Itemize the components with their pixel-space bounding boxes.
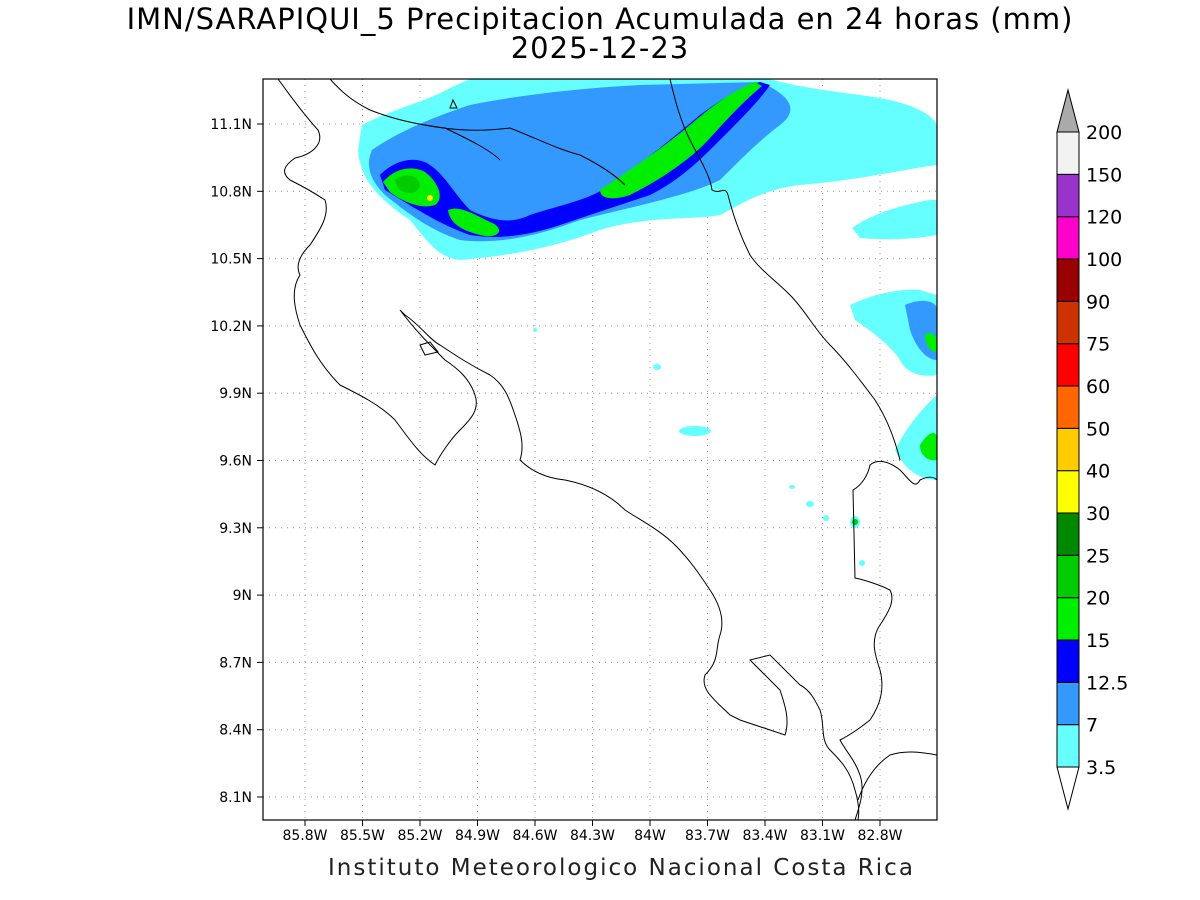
colorbar-under-arrow xyxy=(1056,766,1080,811)
precip-zone-north-medium xyxy=(368,82,791,242)
lat-tick-label: 10.5N xyxy=(210,252,252,268)
lon-tick-label: 83.1W xyxy=(800,828,845,844)
colorbar-level-label: 200 xyxy=(1086,122,1122,144)
lat-tick-label: 11.1N xyxy=(210,117,252,133)
colorbar-box xyxy=(1056,554,1080,599)
lat-tick-label: 9N xyxy=(233,588,252,604)
lat-tick-label: 9.3N xyxy=(219,521,252,537)
colorbar-box xyxy=(1056,427,1080,472)
precip-zone-se-green xyxy=(920,432,937,461)
colorbar-level-label: 120 xyxy=(1086,207,1122,229)
lon-tick-label: 83.4W xyxy=(742,828,787,844)
colorbar-level-label: 20 xyxy=(1086,588,1110,610)
colorbar-box xyxy=(1056,173,1080,218)
colorbar-box xyxy=(1056,216,1080,260)
lon-tick-label: 83.7W xyxy=(685,828,730,844)
map-date: 2025-12-23 xyxy=(510,31,690,65)
precip-zone-north-green-2 xyxy=(448,208,500,237)
lat-tick-label: 10.8N xyxy=(210,184,252,200)
precip-zone-north-light-2 xyxy=(845,103,910,134)
colorbar xyxy=(1056,88,1080,811)
precip-zone-north-green-4 xyxy=(395,175,420,193)
precip-zone-east-light xyxy=(852,200,937,240)
colorbar-level-label: 60 xyxy=(1086,376,1110,398)
precip-zone-se-light xyxy=(895,395,937,480)
colorbar-level-label: 30 xyxy=(1086,503,1110,525)
institution-footer: Instituto Meteorologico Nacional Costa R… xyxy=(328,855,915,881)
colorbar-box xyxy=(1056,724,1080,768)
lon-tick-label: 84W xyxy=(634,828,666,844)
colorbar-level-label: 40 xyxy=(1086,461,1110,483)
colorbar-level-label: 100 xyxy=(1086,249,1122,271)
colorbar-level-label: 3.5 xyxy=(1086,757,1116,779)
colorbar-level-label: 15 xyxy=(1086,630,1110,652)
lon-tick-label: 85.5W xyxy=(340,828,385,844)
latitude-labels: 11.1N 10.8N 10.5N 10.2N 9.9N 9.6N 9.3N 9N 8.7N 8.… xyxy=(210,117,263,806)
precip-spot-7 xyxy=(789,485,795,489)
precip-max-yellow xyxy=(427,195,433,201)
precip-zone-east-green xyxy=(925,333,937,352)
coastlines xyxy=(277,79,937,820)
lon-tick-label: 84.6W xyxy=(512,828,557,844)
precip-spot-2-core xyxy=(852,519,858,525)
colorbar-box xyxy=(1056,300,1080,345)
lon-tick-label: 85.8W xyxy=(282,828,327,844)
colorbar-level-label: 50 xyxy=(1086,418,1110,440)
lat-tick-label: 9.6N xyxy=(219,454,252,470)
colorbar-box xyxy=(1056,343,1080,387)
precip-zone-north-green-3 xyxy=(600,82,762,199)
map-frame xyxy=(262,78,938,821)
lat-tick-label: 8.7N xyxy=(219,655,252,671)
precip-spot-3 xyxy=(806,501,814,507)
colorbar-box xyxy=(1056,131,1080,175)
colorbar-labels: 3.5 7 12.5 15 20 25 30 40 50 60 75 90 100 120 150 200 xyxy=(1086,122,1128,779)
precip-spot-central xyxy=(679,426,711,436)
colorbar-box xyxy=(1056,597,1080,641)
longitude-labels: 85.8W 85.5W 85.2W 84.9W 84.6W 84.3W 84W 83.7W 83… xyxy=(282,820,903,844)
colorbar-box xyxy=(1056,681,1080,726)
lat-tick-label: 8.4N xyxy=(219,723,252,739)
lon-tick-label: 82.8W xyxy=(857,828,902,844)
precip-spot-1 xyxy=(653,364,661,370)
colorbar-box xyxy=(1056,470,1080,514)
colorbar-level-label: 12.5 xyxy=(1086,672,1128,694)
colorbar-level-label: 75 xyxy=(1086,334,1110,356)
colorbar-level-label: 90 xyxy=(1086,291,1110,313)
lon-tick-label: 84.3W xyxy=(570,828,615,844)
colorbar-box xyxy=(1056,639,1080,683)
colorbar-level-label: 7 xyxy=(1086,715,1098,737)
precip-spot-5 xyxy=(859,560,865,566)
precip-spot-6 xyxy=(533,328,537,332)
lat-tick-label: 9.9N xyxy=(219,386,252,402)
colorbar-box xyxy=(1056,512,1080,556)
colorbar-level-label: 25 xyxy=(1086,545,1110,567)
colorbar-over-arrow xyxy=(1056,88,1080,133)
lon-tick-label: 84.9W xyxy=(455,828,500,844)
precip-spot-4 xyxy=(823,515,829,521)
precip-fields xyxy=(358,79,937,566)
lon-tick-label: 85.2W xyxy=(397,828,442,844)
colorbar-box xyxy=(1056,385,1080,429)
map-title: IMN/SARAPIQUI_5 Precipitacion Acumulada … xyxy=(126,2,1074,36)
colorbar-box xyxy=(1056,258,1080,302)
colorbar-level-label: 150 xyxy=(1086,164,1122,186)
lat-tick-label: 8.1N xyxy=(219,790,252,806)
lat-tick-label: 10.2N xyxy=(210,319,252,335)
